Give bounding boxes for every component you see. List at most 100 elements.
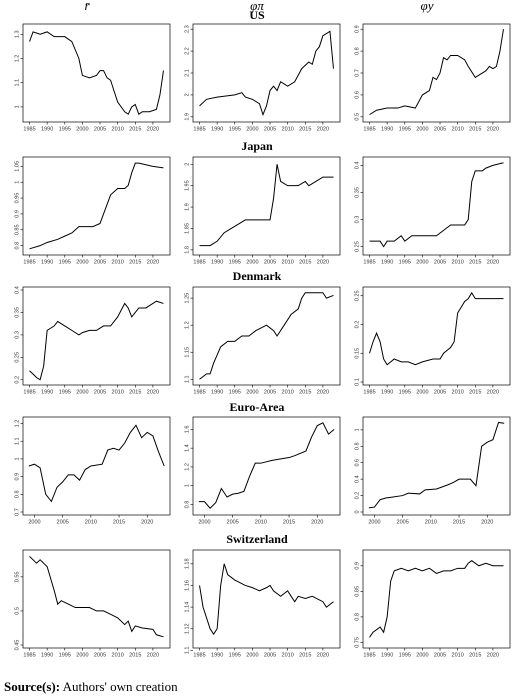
series-line [198, 422, 335, 509]
y-tick-label: 1.1 [14, 79, 20, 87]
row-label: US [249, 8, 265, 22]
x-tick-label: 2015 [469, 126, 481, 132]
y-tick-label: 1.14 [184, 602, 190, 613]
x-tick-label: 2005 [57, 519, 69, 525]
x-tick-label: 2020 [147, 126, 159, 132]
x-tick-label: 2010 [452, 259, 464, 265]
x-tick-label: 2020 [317, 259, 329, 265]
x-tick-label: 2015 [469, 259, 481, 265]
column-header: φπ [250, 0, 264, 13]
y-tick-label: 1 [14, 181, 20, 184]
y-tick-label: 1.1 [14, 437, 20, 445]
y-tick-label: 1.1 [184, 375, 190, 383]
plot-frame [22, 23, 171, 123]
x-tick-label: 2010 [452, 652, 464, 658]
x-tick-label: 2015 [299, 652, 311, 658]
y-tick-label: 2 [184, 93, 190, 96]
x-tick-label: 2005 [434, 389, 446, 395]
y-tick-label: 0.4 [14, 286, 20, 294]
series-line [369, 291, 504, 366]
y-tick-label: 0.15 [354, 348, 360, 359]
plot-frame [362, 549, 511, 649]
y-tick-label: 0.9 [14, 210, 20, 218]
y-tick-label: 1.2 [14, 420, 20, 428]
x-tick-label: 1985 [23, 652, 35, 658]
y-tick-label: 2.1 [184, 69, 190, 77]
plot-frame [22, 416, 171, 516]
x-tick-label: 1995 [399, 126, 411, 132]
source-text: Authors' own creation [63, 679, 178, 694]
y-tick-label: 1.6 [184, 426, 190, 434]
y-tick-label: 1.3 [14, 30, 20, 38]
x-tick-label: 2010 [452, 389, 464, 395]
x-tick-label: 2005 [94, 126, 106, 132]
series-line [29, 162, 164, 250]
x-tick-label: 2020 [317, 389, 329, 395]
x-tick-label: 1985 [193, 389, 205, 395]
x-tick-label: 2000 [28, 519, 40, 525]
x-tick-label: 1995 [399, 389, 411, 395]
row-label: Denmark [233, 269, 282, 283]
x-tick-label: 2015 [113, 519, 125, 525]
plot-frame [192, 286, 341, 386]
y-tick-label: 0.2 [14, 376, 20, 384]
y-tick-label: 0.8 [14, 490, 20, 498]
x-tick-label: 1995 [229, 126, 241, 132]
series-line [199, 30, 334, 117]
x-tick-label: 2000 [246, 389, 258, 395]
x-tick-label: 2010 [112, 126, 124, 132]
x-tick-label: 2010 [282, 126, 294, 132]
x-tick-label: 2010 [282, 652, 294, 658]
series-line [29, 300, 164, 381]
x-tick-label: 1995 [59, 126, 71, 132]
x-tick-label: 2000 [416, 652, 428, 658]
x-tick-label: 2005 [227, 519, 239, 525]
x-tick-label: 2005 [264, 259, 276, 265]
y-tick-label: 0.25 [14, 352, 20, 363]
x-tick-label: 2010 [282, 259, 294, 265]
x-tick-label: 2005 [264, 389, 276, 395]
x-tick-label: 2005 [434, 652, 446, 658]
x-tick-label: 2010 [255, 519, 267, 525]
x-tick-label: 2000 [76, 389, 88, 395]
x-tick-label: 2015 [129, 259, 141, 265]
y-tick-label: 1 [14, 457, 20, 460]
y-tick-label: 1.8 [184, 246, 190, 254]
x-tick-label: 2000 [246, 259, 258, 265]
x-tick-label: 1995 [229, 389, 241, 395]
series-line [199, 164, 334, 247]
y-tick-label: 0.6 [354, 459, 360, 467]
y-tick-label: 0 [354, 510, 360, 513]
x-tick-label: 2000 [246, 126, 258, 132]
x-tick-label: 2015 [283, 519, 295, 525]
x-tick-label: 2020 [317, 652, 329, 658]
x-tick-label: 1990 [381, 652, 393, 658]
x-tick-label: 2005 [94, 652, 106, 658]
y-tick-label: 1.16 [184, 580, 190, 591]
x-tick-label: 2000 [76, 259, 88, 265]
y-tick-label: 1.2 [184, 321, 190, 329]
plot-frame [22, 549, 171, 649]
y-tick-label: 1.2 [184, 463, 190, 471]
x-tick-label: 1990 [41, 259, 53, 265]
row-label: Switzerland [226, 532, 288, 546]
x-tick-label: 1990 [41, 652, 53, 658]
x-tick-label: 1995 [229, 259, 241, 265]
x-tick-label: 2000 [246, 652, 258, 658]
x-tick-label: 2000 [76, 652, 88, 658]
x-tick-label: 2020 [487, 259, 499, 265]
x-tick-label: 2000 [76, 126, 88, 132]
x-tick-label: 2005 [397, 519, 409, 525]
y-tick-label: 2.3 [184, 25, 190, 33]
plot-frame [362, 156, 511, 256]
y-tick-label: 0.8 [354, 47, 360, 55]
x-tick-label: 2005 [94, 389, 106, 395]
y-tick-label: 1.4 [184, 444, 190, 452]
y-tick-label: 2.2 [184, 47, 190, 55]
series-line [29, 556, 164, 638]
y-tick-label: 1 [14, 105, 20, 108]
y-tick-label: 1.9 [184, 113, 190, 121]
x-tick-label: 2015 [299, 259, 311, 265]
y-tick-label: 0.45 [14, 640, 20, 651]
x-tick-label: 1990 [381, 126, 393, 132]
